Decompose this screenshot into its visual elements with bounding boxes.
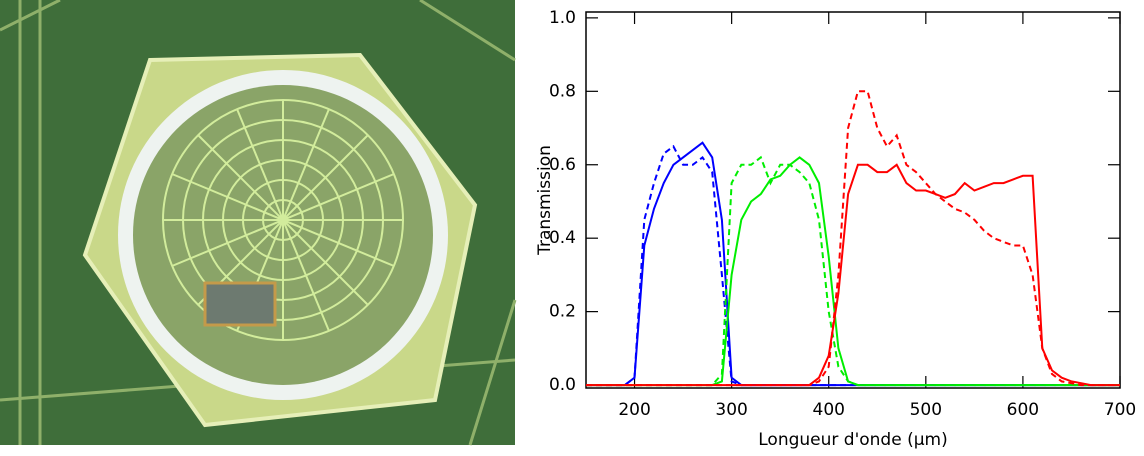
- y-tick-label: 0.2: [549, 302, 576, 322]
- plot-frame: [585, 11, 1121, 389]
- x-tick-label: 400: [813, 400, 845, 420]
- y-tick-label: 0.6: [549, 155, 576, 175]
- x-tick-label: 700: [1104, 400, 1136, 420]
- series-line: [586, 156, 1120, 387]
- series-line: [586, 155, 1120, 387]
- x-tick-label: 500: [910, 400, 942, 420]
- series-line: [586, 163, 1120, 387]
- y-tick-label: 0.4: [549, 228, 576, 248]
- x-tick-label: 300: [715, 400, 747, 420]
- y-tick-label: 0.8: [549, 81, 576, 101]
- x-axis-title: Longueur d'onde (μm): [758, 430, 947, 450]
- y-axis-title: Transmission: [535, 145, 555, 256]
- photo: [0, 0, 517, 446]
- series-line: [586, 90, 1120, 387]
- chip: [203, 281, 277, 327]
- x-tick-label: 600: [1007, 400, 1039, 420]
- x-tick-label: 200: [618, 400, 650, 420]
- y-tick-label: 1.0: [549, 8, 576, 28]
- y-tick-label: 0.0: [549, 375, 576, 395]
- mesh-grid: [162, 99, 404, 341]
